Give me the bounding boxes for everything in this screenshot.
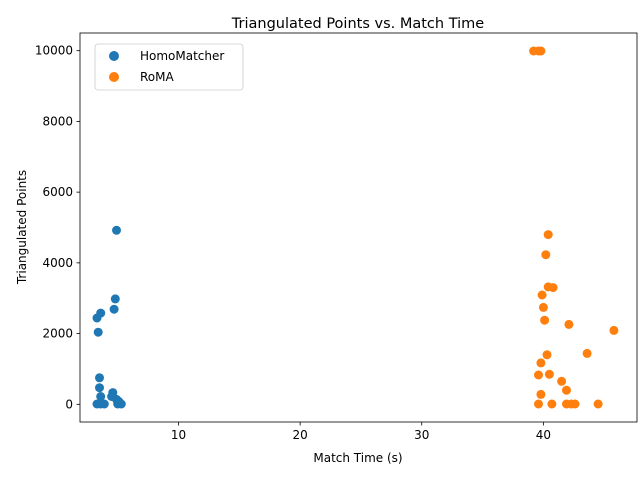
y-tick-label: 2000: [42, 327, 73, 341]
y-tick-label: 0: [65, 397, 73, 411]
point-roma: [547, 399, 557, 409]
point-homomatcher: [116, 399, 126, 409]
point-roma: [557, 376, 567, 386]
legend-label-homomatcher: HomoMatcher: [140, 49, 224, 63]
y-tick-label: 8000: [42, 114, 73, 128]
y-tick-label: 6000: [42, 185, 73, 199]
y-axis-label: Triangulated Points: [15, 170, 29, 285]
point-roma: [534, 370, 543, 380]
legend-frame: [94, 43, 244, 91]
x-tick-label: 10: [171, 428, 186, 442]
x-tick-label: 20: [292, 428, 307, 442]
point-homomatcher: [112, 225, 121, 235]
legend-marker-roma: [109, 72, 119, 82]
point-roma: [570, 399, 580, 409]
point-roma: [562, 385, 571, 395]
point-roma: [541, 250, 551, 260]
point-roma: [548, 283, 558, 293]
y-tick-label: 4000: [42, 256, 73, 270]
legend-label-roma: RoMA: [140, 70, 174, 84]
chart-title: Triangulated Points vs. Match Time: [231, 16, 484, 32]
point-homomatcher: [96, 392, 106, 401]
x-tick-label: 40: [536, 428, 551, 442]
x-axis-ticks: 10 20 30 40: [171, 422, 551, 442]
point-roma: [564, 319, 574, 329]
legend: HomoMatcher RoMA: [94, 43, 244, 91]
point-homomatcher: [92, 313, 102, 323]
y-tick-label: 10000: [35, 44, 73, 58]
point-homomatcher: [93, 327, 103, 337]
point-roma: [537, 290, 547, 300]
legend-marker-homomatcher: [109, 51, 119, 61]
point-roma: [538, 302, 548, 312]
point-roma: [534, 399, 543, 409]
x-axis-label: Match Time (s): [313, 451, 402, 465]
x-tick-label: 30: [414, 428, 429, 442]
points-layer: [92, 46, 619, 409]
point-roma: [544, 369, 554, 379]
point-homomatcher: [95, 383, 104, 393]
plot-frame: [79, 32, 638, 423]
point-roma: [593, 399, 603, 409]
point-homomatcher: [95, 373, 104, 383]
point-roma: [536, 358, 546, 368]
point-roma: [609, 325, 619, 335]
point-roma: [536, 389, 546, 399]
point-homomatcher: [109, 304, 119, 314]
point-roma: [582, 348, 592, 358]
y-axis-ticks: 0 2000 4000 6000 8000 10000: [35, 44, 80, 411]
point-homomatcher: [99, 399, 109, 409]
point-roma: [542, 350, 552, 360]
point-roma: [543, 230, 553, 240]
point-homomatcher: [110, 294, 120, 304]
point-roma: [540, 315, 550, 325]
point-roma: [536, 46, 546, 56]
